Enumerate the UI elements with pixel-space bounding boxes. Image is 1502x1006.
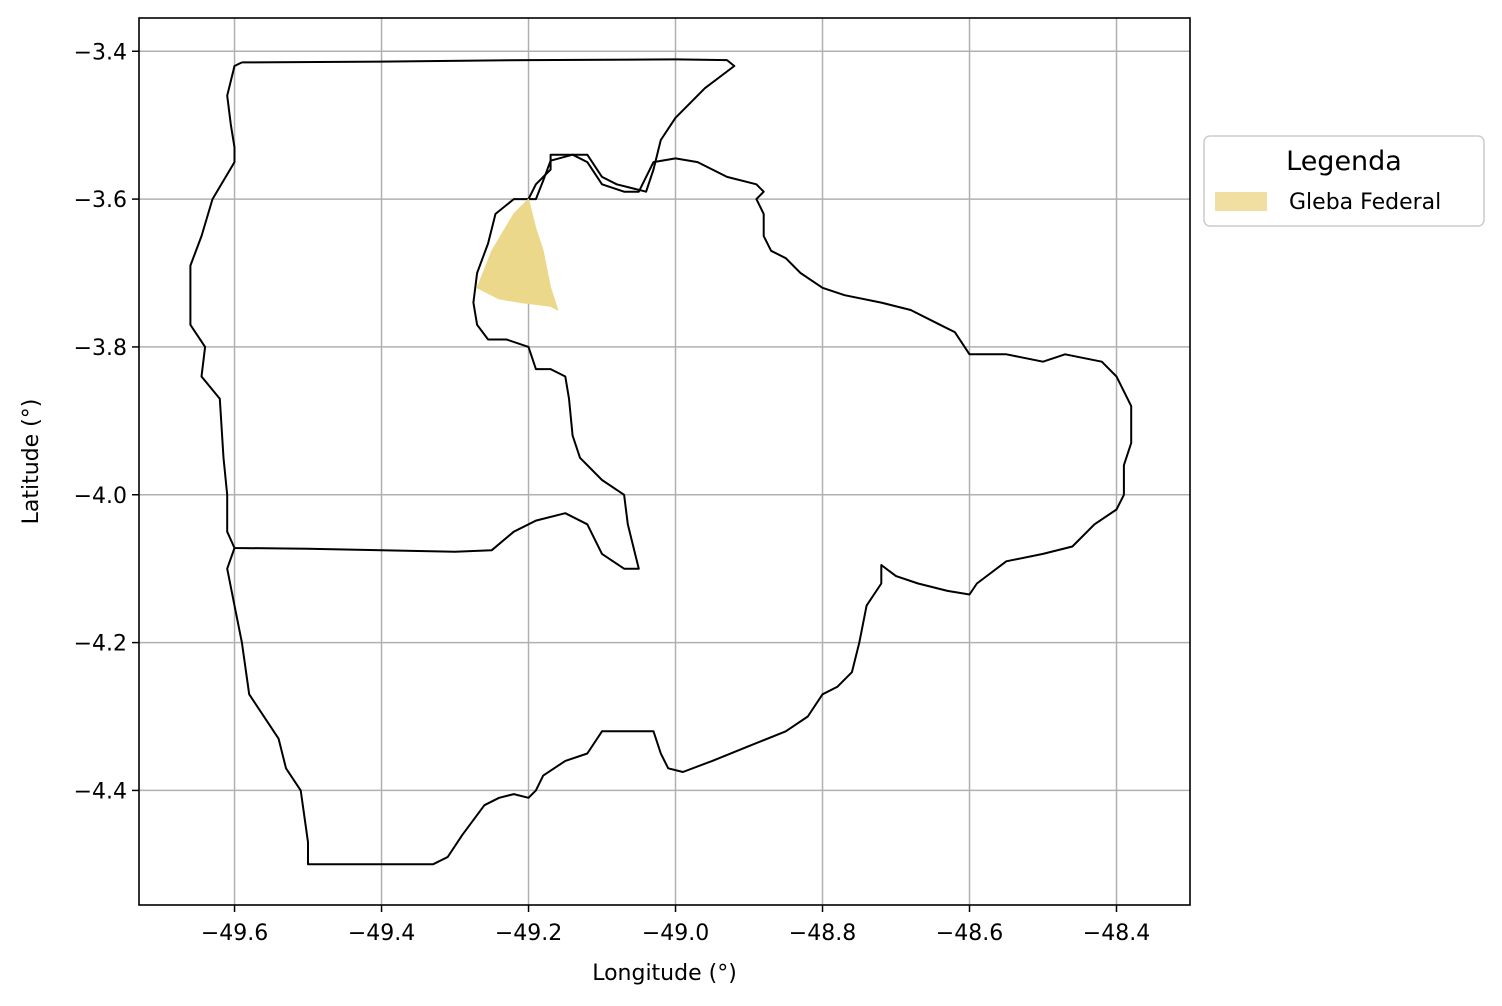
legend-label-gleba-federal: Gleba Federal	[1289, 190, 1441, 215]
gleba-federal	[476, 198, 559, 311]
y-tick-label: −4.0	[74, 484, 127, 509]
municipal-boundary-outer	[189, 58, 736, 570]
y-tick-label: −3.4	[74, 40, 127, 65]
y-tick-label: −3.8	[74, 336, 127, 361]
legend-swatch-gleba-federal	[1215, 192, 1267, 211]
legend: Legenda Gleba Federal	[1203, 135, 1485, 227]
x-tick-label: −48.8	[789, 921, 856, 946]
x-tick-label: −49.6	[201, 921, 268, 946]
y-tick-label: −4.4	[74, 779, 127, 804]
legend-title: Legenda	[1286, 146, 1402, 177]
x-tick-label: −49.2	[495, 921, 562, 946]
legend-box	[1203, 135, 1485, 227]
x-axis-label: Longitude (°)	[592, 961, 737, 986]
y-tick-label: −4.2	[74, 632, 127, 657]
grid-lines	[139, 18, 1190, 905]
map-layers	[189, 58, 1133, 866]
y-axis-label: Latitude (°)	[19, 399, 44, 525]
y-tick-label: −3.6	[74, 188, 127, 213]
x-tick-label: −49.4	[348, 921, 415, 946]
x-tick-label: −49.0	[642, 921, 709, 946]
x-tick-label: −48.6	[936, 921, 1003, 946]
x-tick-label: −48.4	[1083, 921, 1150, 946]
axis-ticks: −49.6 −49.4 −49.2 −49.0 −48.8 −48.6 −48.4 −3.4 −…	[74, 40, 1151, 946]
plot-frame	[138, 17, 1191, 906]
municipal-boundary-inner	[226, 153, 1133, 866]
